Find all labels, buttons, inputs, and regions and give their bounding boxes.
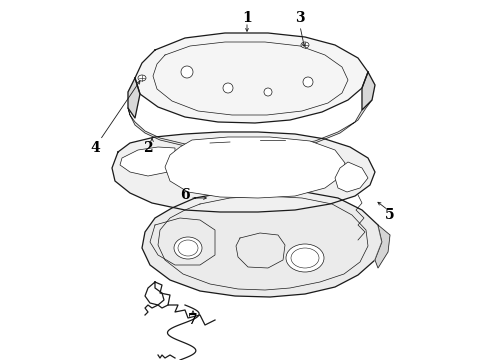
Polygon shape xyxy=(135,33,368,123)
Polygon shape xyxy=(128,100,372,150)
Circle shape xyxy=(181,66,193,78)
Text: 5: 5 xyxy=(385,208,395,222)
Polygon shape xyxy=(335,162,368,192)
Polygon shape xyxy=(375,225,390,268)
Text: 6: 6 xyxy=(180,188,190,202)
Polygon shape xyxy=(142,190,382,297)
Text: 4: 4 xyxy=(90,141,100,155)
Polygon shape xyxy=(120,147,175,176)
Circle shape xyxy=(303,77,313,87)
Ellipse shape xyxy=(138,75,146,81)
Ellipse shape xyxy=(286,244,324,272)
Ellipse shape xyxy=(301,42,309,48)
Text: 3: 3 xyxy=(295,11,305,25)
Polygon shape xyxy=(128,78,140,118)
Text: 7: 7 xyxy=(188,313,198,327)
Text: 1: 1 xyxy=(242,11,252,25)
Polygon shape xyxy=(362,72,375,110)
Circle shape xyxy=(223,83,233,93)
Ellipse shape xyxy=(174,237,202,259)
Circle shape xyxy=(264,88,272,96)
Polygon shape xyxy=(112,132,375,212)
Polygon shape xyxy=(165,137,345,198)
Text: 2: 2 xyxy=(143,141,153,155)
